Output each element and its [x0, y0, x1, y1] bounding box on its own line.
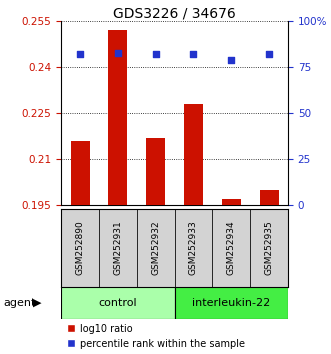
- Title: GDS3226 / 34676: GDS3226 / 34676: [113, 6, 236, 20]
- Text: GSM252890: GSM252890: [75, 221, 85, 275]
- Text: GSM252935: GSM252935: [264, 221, 274, 275]
- Bar: [146, 138, 165, 205]
- Text: ▶: ▶: [33, 298, 42, 308]
- Text: GSM252934: GSM252934: [227, 221, 236, 275]
- Bar: [99, 209, 137, 287]
- Bar: [61, 287, 175, 319]
- Text: GSM252932: GSM252932: [151, 221, 160, 275]
- Bar: [61, 209, 99, 287]
- Point: [115, 50, 120, 55]
- Point: [191, 52, 196, 57]
- Bar: [175, 287, 288, 319]
- Point: [266, 52, 272, 57]
- Bar: [71, 141, 90, 205]
- Point: [229, 57, 234, 63]
- Text: interleukin-22: interleukin-22: [192, 298, 270, 308]
- Text: GSM252933: GSM252933: [189, 221, 198, 275]
- Point: [77, 52, 83, 57]
- Point: [153, 52, 158, 57]
- Text: control: control: [99, 298, 137, 308]
- Text: GSM252931: GSM252931: [114, 221, 122, 275]
- Legend: log10 ratio, percentile rank within the sample: log10 ratio, percentile rank within the …: [66, 324, 245, 349]
- Bar: [137, 209, 175, 287]
- Bar: [184, 104, 203, 205]
- Bar: [250, 209, 288, 287]
- Bar: [222, 199, 241, 205]
- Bar: [213, 209, 250, 287]
- Bar: [175, 209, 213, 287]
- Text: agent: agent: [3, 298, 36, 308]
- Bar: [109, 30, 127, 205]
- Bar: [260, 190, 278, 205]
